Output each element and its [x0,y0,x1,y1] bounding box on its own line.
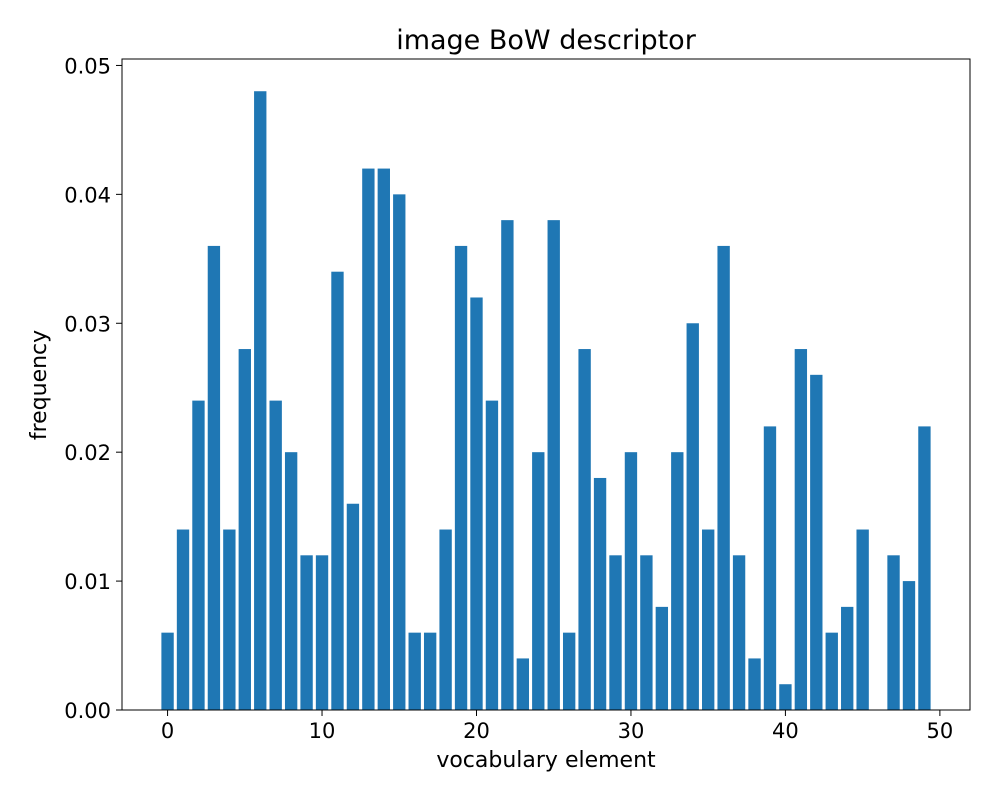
bar [161,632,174,710]
bar [377,168,390,710]
y-tick-label: 0.04 [64,183,111,207]
bar [562,632,576,710]
y-axis-label: frequency [27,330,52,440]
bar [439,529,452,710]
bar [856,529,869,710]
bar [516,658,530,710]
bar [300,555,313,710]
bar [887,555,900,710]
y-tick-label: 0.01 [64,570,111,594]
bar [176,529,190,710]
bar [501,220,514,710]
bar [717,245,730,711]
y-axis-ticks: 0.00 0.01 0.02 0.03 0.04 0.05 [64,54,122,723]
chart-title: image BoW descriptor [396,25,697,56]
bar [192,400,205,710]
bar [362,168,375,710]
bar [238,349,251,710]
x-axis-label: vocabulary element [436,748,656,773]
bar [423,632,437,710]
bar [470,297,483,710]
x-tick-label: 40 [772,719,799,743]
bar [794,349,808,710]
bar [686,323,699,710]
bar [223,529,236,710]
bar [624,452,638,710]
bar [331,271,344,710]
bar [532,452,545,710]
plot-frame [121,58,971,711]
x-tick-label: 10 [309,719,336,743]
bar [485,400,499,710]
bar [748,658,761,710]
y-tick-label: 0.05 [64,54,111,78]
bar [732,555,746,710]
x-tick-label: 20 [463,719,490,743]
bar [593,477,607,710]
x-tick-label: 0 [161,719,174,743]
bar [702,529,715,710]
bar [609,555,622,710]
bar [825,632,838,710]
bar [841,606,854,710]
x-tick-label: 30 [618,719,645,743]
bar [454,245,468,711]
bar [578,349,591,710]
bar [269,400,282,710]
bar [918,426,931,710]
bar [254,91,267,710]
bar [547,220,560,710]
bar [671,452,684,710]
x-axis-ticks: 0 10 20 30 40 50 [161,710,953,743]
bar [810,374,823,710]
bars-group [161,91,931,711]
bar [207,245,221,711]
y-tick-label: 0.02 [64,441,111,465]
bar [902,581,916,710]
bar [284,452,298,710]
bar [640,555,653,710]
y-tick-label: 0.00 [64,699,111,723]
bar [408,632,421,710]
bar [315,555,329,710]
x-tick-label: 50 [927,719,954,743]
bar [779,684,792,710]
bar [655,606,669,710]
bar [763,426,777,710]
bar [393,194,406,710]
bar [346,503,360,710]
y-tick-label: 0.03 [64,312,111,336]
